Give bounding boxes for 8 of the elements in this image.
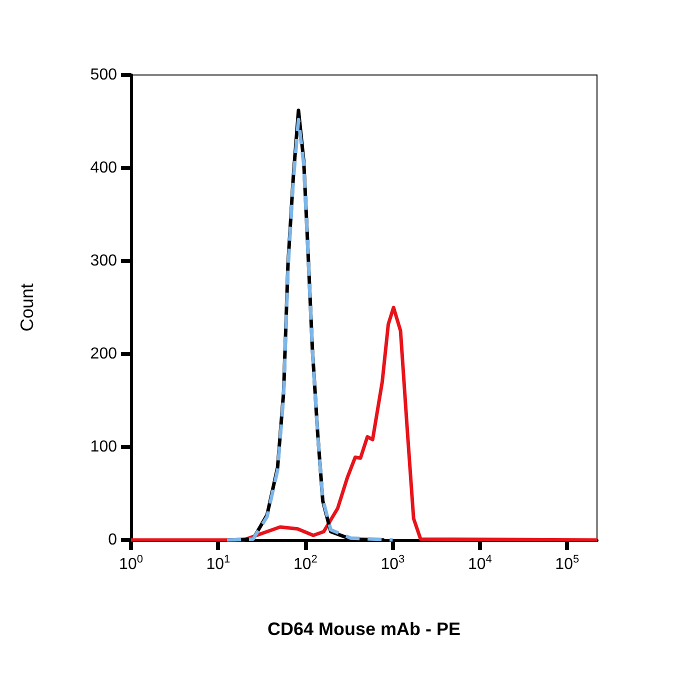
y-tick-label: 200 [90,346,118,362]
x-axis-title: CD64 Mouse mAb - PE [267,619,461,639]
y-tick-label: 0 [108,532,118,548]
y-axis-title: Count [17,283,37,332]
y-tick-label: 100 [90,438,118,456]
y-tick-label: 500 [90,66,118,84]
y-tick-label: 400 [90,160,118,176]
y-tick-label: 300 [90,252,118,270]
